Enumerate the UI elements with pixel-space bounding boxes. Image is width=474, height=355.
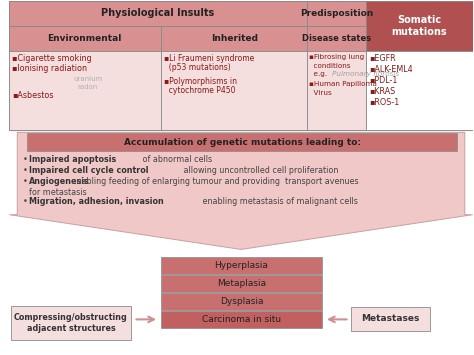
FancyBboxPatch shape <box>351 307 429 331</box>
Text: ▪EGFR: ▪EGFR <box>369 54 396 63</box>
Text: ▪PDL-1: ▪PDL-1 <box>369 76 397 85</box>
Text: Virus: Virus <box>310 90 332 96</box>
Text: Somatic
mutations: Somatic mutations <box>391 15 447 37</box>
Text: (p53 mutations): (p53 mutations) <box>164 63 230 72</box>
Text: Compressing/obstructing
adjacent structures: Compressing/obstructing adjacent structu… <box>14 313 128 333</box>
Text: ▪Human Papilloma: ▪Human Papilloma <box>310 81 377 87</box>
Polygon shape <box>9 132 473 250</box>
FancyBboxPatch shape <box>366 1 473 51</box>
Text: ▪Polymorphisms in: ▪Polymorphisms in <box>164 77 237 86</box>
FancyBboxPatch shape <box>366 51 473 130</box>
FancyBboxPatch shape <box>9 1 308 26</box>
Text: Inherited: Inherited <box>210 34 258 43</box>
FancyBboxPatch shape <box>161 293 322 310</box>
Text: ▪Cigarette smoking: ▪Cigarette smoking <box>12 54 92 63</box>
Text: Carcinoma in situ: Carcinoma in situ <box>202 315 281 324</box>
Text: •: • <box>23 155 30 164</box>
FancyBboxPatch shape <box>9 26 161 51</box>
Text: enabling metastasis of malignant cells: enabling metastasis of malignant cells <box>200 197 358 206</box>
Text: ▪KRAS: ▪KRAS <box>369 87 395 96</box>
Text: •: • <box>23 197 30 206</box>
Text: allowing uncontrolled cell proliferation: allowing uncontrolled cell proliferation <box>181 166 338 175</box>
Text: Hyperplasia: Hyperplasia <box>215 261 268 270</box>
FancyBboxPatch shape <box>308 51 366 130</box>
Text: of abnormal cells: of abnormal cells <box>140 155 212 164</box>
Text: ▪Li Fraumeni syndrome: ▪Li Fraumeni syndrome <box>164 54 254 63</box>
FancyBboxPatch shape <box>9 1 473 130</box>
Text: uranium: uranium <box>73 76 102 82</box>
Text: •: • <box>23 177 30 186</box>
Text: ▪Asbestos: ▪Asbestos <box>12 91 54 100</box>
FancyBboxPatch shape <box>161 51 308 130</box>
FancyBboxPatch shape <box>308 26 366 51</box>
FancyBboxPatch shape <box>161 257 322 274</box>
Text: conditions: conditions <box>310 63 351 69</box>
Text: ▪Ionising radiation: ▪Ionising radiation <box>12 64 87 73</box>
Text: Metaplasia: Metaplasia <box>217 279 266 288</box>
Text: Angiogenesis: Angiogenesis <box>29 177 90 186</box>
FancyBboxPatch shape <box>308 1 366 26</box>
Text: Predisposition: Predisposition <box>300 9 374 18</box>
FancyBboxPatch shape <box>11 306 131 340</box>
FancyBboxPatch shape <box>9 51 161 130</box>
Text: ▪Fibrosing lung: ▪Fibrosing lung <box>310 54 365 60</box>
Text: Disease states: Disease states <box>302 34 371 43</box>
Text: Dysplasia: Dysplasia <box>220 297 263 306</box>
Text: •: • <box>23 166 30 175</box>
Text: Accumulation of genetic mutations leading to:: Accumulation of genetic mutations leadin… <box>124 138 361 147</box>
FancyBboxPatch shape <box>161 275 322 292</box>
Text: Impaired apoptosis: Impaired apoptosis <box>29 155 116 164</box>
Text: for metastasis: for metastasis <box>29 188 87 197</box>
Text: Metastases: Metastases <box>361 315 419 323</box>
Text: cytochrome P450: cytochrome P450 <box>164 86 235 95</box>
Text: e.g.: e.g. <box>310 71 330 77</box>
Text: Pulmonary fibrosis: Pulmonary fibrosis <box>332 71 399 77</box>
Text: ▪ALK-EML4: ▪ALK-EML4 <box>369 65 413 74</box>
Text: ▪ROS-1: ▪ROS-1 <box>369 98 399 106</box>
FancyBboxPatch shape <box>161 26 308 51</box>
FancyBboxPatch shape <box>27 133 457 151</box>
Text: Impaired cell cycle control: Impaired cell cycle control <box>29 166 148 175</box>
Text: radon: radon <box>77 84 98 90</box>
Text: Physiological Insults: Physiological Insults <box>101 8 215 18</box>
FancyBboxPatch shape <box>161 311 322 328</box>
Text: enabling feeding of enlarging tumour and providing  transport avenues: enabling feeding of enlarging tumour and… <box>29 177 359 186</box>
Text: Environmental: Environmental <box>47 34 122 43</box>
Text: Migration, adhesion, invasion: Migration, adhesion, invasion <box>29 197 164 206</box>
